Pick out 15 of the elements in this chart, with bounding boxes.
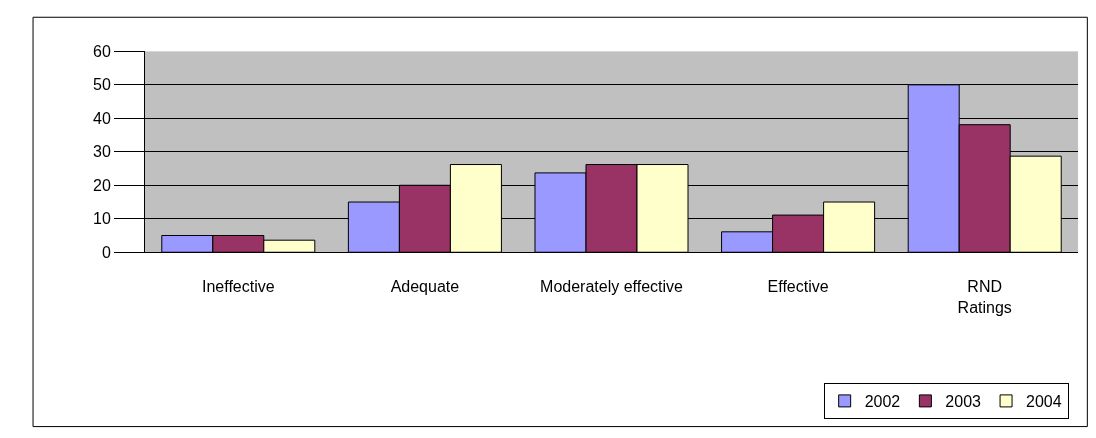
y-tick-label: 40 [93,109,111,127]
x-tick-label: RND Ratings [957,278,1012,317]
x-tick-label: Effective [767,278,829,296]
legend-label: 2002 [864,393,901,411]
y-tick-label: 30 [93,143,111,161]
y-tick-label: 20 [93,176,111,194]
x-tick-label: Ineffective [201,278,275,296]
y-tick-label: 60 [93,42,111,60]
y-tick-label: 0 [101,243,111,261]
x-tick-label: Moderately effective [540,278,684,296]
y-tick-label: 50 [93,76,111,94]
legend-label: 2003 [945,393,982,411]
x-tick-label: Adequate [390,278,460,296]
legend-label: 2004 [1026,393,1062,411]
y-tick-label: 10 [93,210,111,228]
